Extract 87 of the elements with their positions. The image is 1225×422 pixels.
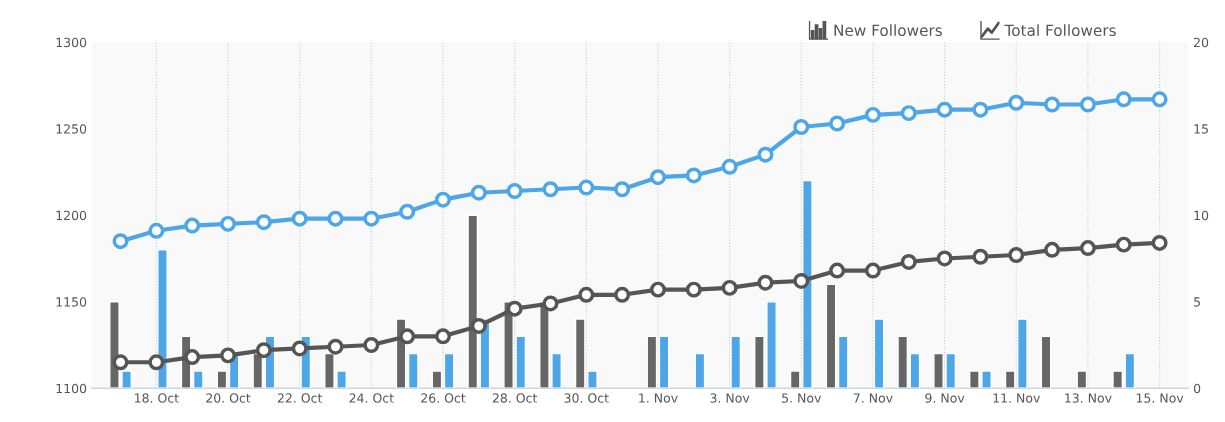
point — [112, 233, 129, 250]
point — [721, 158, 738, 175]
point — [649, 281, 666, 298]
point — [148, 354, 165, 371]
point — [506, 300, 523, 317]
point — [829, 115, 846, 132]
point — [936, 250, 953, 267]
x-tick-label: 20. Oct — [206, 393, 251, 403]
point — [1079, 240, 1096, 257]
point — [291, 210, 308, 227]
y2-tick-label: 15 — [1194, 124, 1208, 134]
point — [470, 184, 487, 201]
y-tick-label: 1250 — [56, 124, 87, 134]
x-tick-label: 1. Nov — [639, 393, 678, 403]
point — [148, 222, 165, 239]
point — [1044, 241, 1061, 258]
x-tick-label: 11. Nov — [993, 393, 1041, 403]
point — [972, 101, 989, 118]
point — [900, 105, 917, 122]
y2-tick-label: 10 — [1194, 210, 1209, 221]
point — [363, 210, 380, 227]
point — [220, 215, 237, 232]
point — [793, 272, 810, 289]
point — [542, 181, 559, 198]
x-tick-label: 26. Oct — [421, 393, 466, 403]
x-tick-label: 13. Nov — [1065, 393, 1112, 403]
point — [435, 328, 451, 345]
point — [1008, 94, 1025, 111]
x-tick-label: 30. Oct — [564, 393, 609, 403]
point — [184, 349, 201, 366]
point — [614, 181, 631, 198]
point — [542, 295, 559, 312]
point — [1044, 96, 1061, 113]
point — [470, 317, 487, 334]
point — [363, 336, 380, 353]
point — [757, 274, 774, 291]
point — [685, 167, 702, 184]
point — [112, 354, 129, 371]
point — [972, 248, 989, 265]
point — [220, 347, 237, 364]
x-tick-label: 5. Nov — [782, 393, 822, 403]
point — [685, 281, 702, 298]
x-tick-label: 22. Oct — [277, 393, 323, 403]
point — [1151, 234, 1168, 251]
x-tick-label: 9. Nov — [925, 393, 965, 403]
point — [721, 279, 738, 296]
point — [399, 203, 416, 220]
point — [936, 101, 953, 118]
point — [757, 146, 774, 163]
point — [184, 217, 201, 234]
point — [291, 340, 308, 357]
point — [829, 262, 846, 279]
point — [327, 338, 344, 355]
y-tick-label: 1100 — [56, 383, 87, 394]
point — [614, 286, 631, 303]
point — [255, 214, 272, 231]
x-tick-label: 15. Nov — [1136, 393, 1184, 403]
y-tick-label: 1150 — [56, 297, 87, 307]
x-tick-label: 7. Nov — [853, 393, 893, 403]
y2-tick-label: 5 — [1194, 297, 1200, 307]
point — [793, 118, 810, 135]
point — [435, 191, 451, 208]
y-tick-label: 1200 — [56, 210, 87, 221]
point — [506, 183, 523, 199]
y2-tick-label: 0 — [1193, 383, 1201, 394]
y2-tick-label: 20 — [1194, 37, 1209, 48]
text: Total Followers — [1004, 24, 1116, 37]
point — [864, 262, 881, 279]
point — [1079, 96, 1096, 113]
x-tick-label: 3. Nov — [710, 393, 750, 403]
point — [327, 210, 344, 227]
point — [255, 342, 272, 359]
point — [900, 253, 917, 270]
x-tick-label: 18. Oct — [135, 393, 179, 403]
x-tick-label: 28. Oct — [492, 393, 538, 403]
x-tick-label: 24. Oct — [349, 393, 394, 403]
point — [1115, 236, 1132, 253]
point — [1151, 91, 1168, 108]
point — [399, 328, 416, 345]
y-tick-label: 1300 — [56, 37, 87, 48]
point — [578, 286, 595, 303]
point — [864, 106, 881, 123]
point — [1008, 247, 1025, 264]
point — [578, 179, 595, 196]
point — [649, 169, 666, 186]
point — [1115, 91, 1132, 108]
text: New Followers — [834, 24, 942, 37]
